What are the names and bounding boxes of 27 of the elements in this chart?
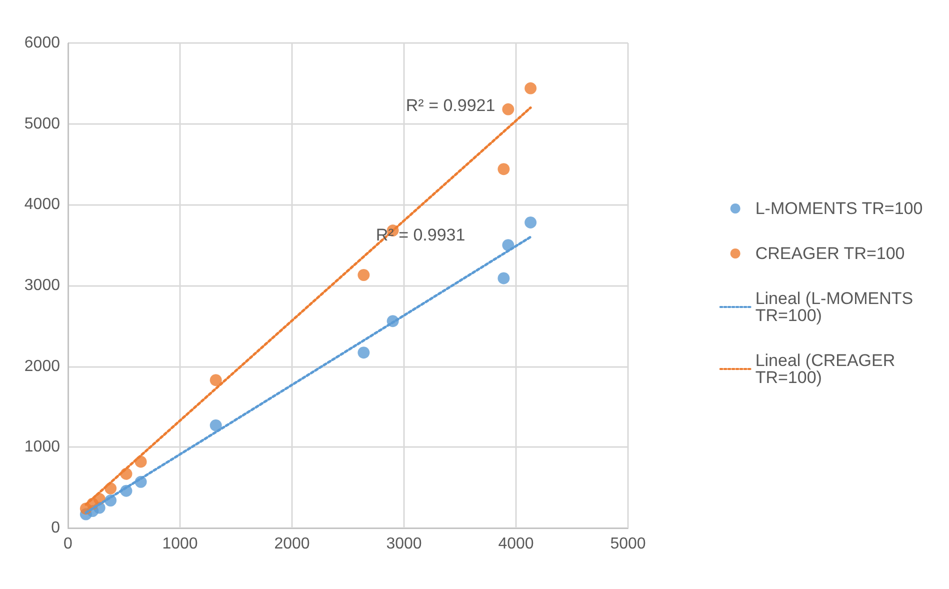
point — [524, 82, 537, 94]
y-tick-label: 1000 — [24, 438, 60, 456]
point — [524, 216, 537, 228]
point — [498, 163, 510, 176]
point — [498, 272, 510, 284]
y-tick-label: 2000 — [24, 358, 60, 375]
x-tick-label: 4000 — [498, 536, 534, 552]
y-tick-label: 4000 — [24, 196, 60, 214]
y-tick-label: 0 — [51, 520, 60, 536]
x-tick-label: 0 — [64, 536, 73, 552]
point — [502, 103, 514, 116]
legend-label: L-MOMENTS TR=100 — [755, 199, 923, 218]
y-tick-label: 5000 — [24, 115, 60, 132]
x-tick-label: 5000 — [610, 536, 646, 552]
x-tick-label: 1000 — [162, 536, 198, 552]
point — [210, 374, 222, 386]
x-tick-label: 3000 — [386, 536, 422, 552]
point — [210, 419, 222, 432]
legend-label: CREAGER TR=100 — [755, 244, 905, 263]
x-tick-label: 2000 — [274, 536, 310, 552]
point — [358, 346, 370, 359]
annotation: R² = 0.9921 — [406, 96, 496, 116]
y-tick-label: 6000 — [24, 34, 60, 52]
legend-label: Lineal (CREAGER TR=100) — [755, 351, 900, 387]
legend-label: Lineal (L-MOMENTS TR=100) — [755, 289, 918, 325]
y-tick-label: 3000 — [24, 277, 60, 294]
point — [358, 268, 370, 281]
